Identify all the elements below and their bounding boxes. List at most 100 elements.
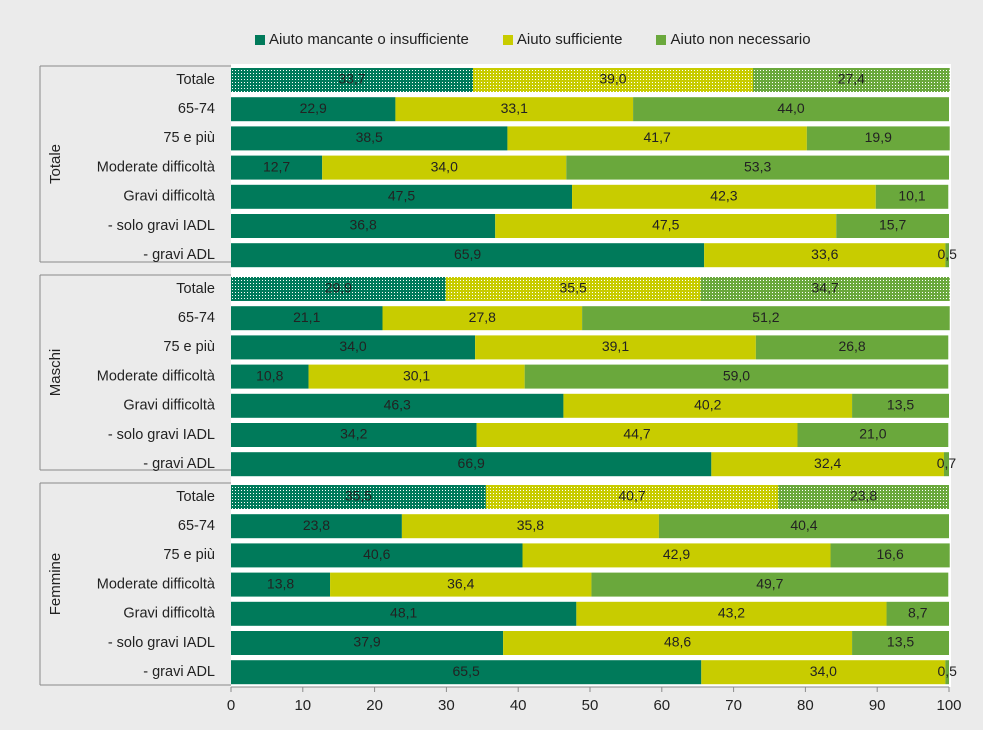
bar-segment <box>231 393 564 418</box>
group-label: Femmine <box>47 553 64 616</box>
bar-segment <box>231 126 508 151</box>
bar-segment <box>231 543 523 568</box>
bar-segment <box>231 514 402 539</box>
data-label: 13,5 <box>887 634 914 650</box>
bar-segment <box>231 364 309 389</box>
bar-segment <box>806 126 950 151</box>
data-label: 39,0 <box>599 71 626 87</box>
data-label: 33,6 <box>811 246 838 262</box>
bar-segment <box>886 601 949 626</box>
data-label: 59,0 <box>723 367 750 383</box>
data-label: 65,9 <box>454 246 481 262</box>
data-label: 43,2 <box>718 605 745 621</box>
bar-segment <box>566 155 949 180</box>
data-label: 13,5 <box>887 397 914 413</box>
bar-segment <box>830 543 950 568</box>
legend-label-missing: Aiuto mancante o insufficiente <box>269 31 469 48</box>
data-label: 42,9 <box>663 546 690 562</box>
row-label: - solo gravi IADL <box>108 218 215 234</box>
row-label: 75 e più <box>163 547 215 563</box>
bar-segment <box>231 485 486 509</box>
data-label: 46,3 <box>384 397 411 413</box>
data-label: 40,2 <box>694 397 721 413</box>
bar-segment <box>633 97 949 122</box>
data-label: 30,1 <box>403 367 430 383</box>
data-label: 29,9 <box>325 280 352 296</box>
bar-segment <box>475 335 756 360</box>
data-label: 27,4 <box>838 71 865 87</box>
bar-segment <box>231 335 476 360</box>
legend-item-sufficient: Aiuto sufficiente <box>502 31 622 48</box>
data-label: 23,8 <box>303 517 330 533</box>
legend-item-missing: Aiuto mancante o insufficiente <box>255 31 469 48</box>
data-label: 0,5 <box>937 663 957 679</box>
data-label: 26,8 <box>838 338 865 354</box>
data-label: 38,5 <box>356 129 383 145</box>
x-tick-label: 40 <box>510 697 527 714</box>
bar-segment <box>231 631 504 655</box>
x-tick-label: 70 <box>725 697 742 714</box>
row-label: - gravi ADL <box>143 456 215 472</box>
bar-segment <box>563 393 853 418</box>
row-label: 75 e più <box>163 130 215 146</box>
data-label: 34,7 <box>812 280 839 296</box>
bar-segment <box>485 485 779 509</box>
row-label: - gravi ADL <box>143 664 215 680</box>
row-label: Gravi difficoltà <box>123 189 216 205</box>
data-label: 65,5 <box>453 663 480 679</box>
bar-segment <box>591 572 949 597</box>
bar-segment <box>503 631 853 655</box>
data-label: 34,2 <box>340 426 367 442</box>
data-label: 47,5 <box>652 217 679 233</box>
bar-segment <box>836 214 949 238</box>
bar-segment <box>658 514 949 539</box>
row-label: - solo gravi IADL <box>108 635 215 651</box>
data-label: 48,6 <box>664 634 691 650</box>
bar-segment <box>231 68 473 92</box>
data-label: 41,7 <box>644 129 671 145</box>
data-label: 21,1 <box>293 309 320 325</box>
data-label: 10,1 <box>898 188 925 204</box>
data-label: 36,4 <box>447 575 474 591</box>
bar-segment <box>231 452 712 477</box>
data-label: 15,7 <box>879 217 906 233</box>
bar-segment <box>704 243 946 268</box>
data-label: 16,6 <box>876 546 903 562</box>
bar-segment <box>797 423 949 447</box>
bar-segment <box>401 514 659 539</box>
bar-segment <box>231 214 496 238</box>
bar-segment <box>752 68 950 92</box>
bar-segment <box>308 364 525 389</box>
row-label: Gravi difficoltà <box>123 398 216 414</box>
data-label: 13,8 <box>267 575 294 591</box>
data-label: 32,4 <box>814 455 841 471</box>
legend-item-not-needed: Aiuto non necessario <box>656 31 811 48</box>
bar-segment <box>778 485 949 509</box>
data-label: 21,0 <box>859 426 886 442</box>
bar-segment <box>231 243 705 268</box>
data-label: 27,8 <box>469 309 496 325</box>
legend-label-not-needed: Aiuto non necessario <box>670 31 811 48</box>
bar-segment <box>711 452 944 477</box>
data-label: 40,4 <box>790 517 817 533</box>
row-label: 65-74 <box>178 518 215 534</box>
bar-segment <box>231 423 477 447</box>
bar-segment <box>852 393 949 418</box>
bar-segment <box>945 243 949 268</box>
row-label: 75 e più <box>163 339 215 355</box>
data-label: 35,5 <box>345 488 372 504</box>
bar-segment <box>582 306 950 331</box>
bar-segment <box>231 572 331 597</box>
data-label: 0,5 <box>937 246 957 262</box>
x-tick-label: 90 <box>869 697 886 714</box>
x-tick-label: 100 <box>936 697 961 714</box>
group-label: Maschi <box>47 349 64 397</box>
data-label: 36,8 <box>349 217 376 233</box>
data-label: 33,1 <box>501 100 528 116</box>
data-label: 12,7 <box>263 158 290 174</box>
data-label: 44,7 <box>623 426 650 442</box>
legend: Aiuto mancante o insufficiente Aiuto suf… <box>255 31 811 48</box>
row-label: Gravi difficoltà <box>123 606 216 622</box>
row-label: Totale <box>176 489 215 505</box>
data-label: 19,9 <box>865 129 892 145</box>
